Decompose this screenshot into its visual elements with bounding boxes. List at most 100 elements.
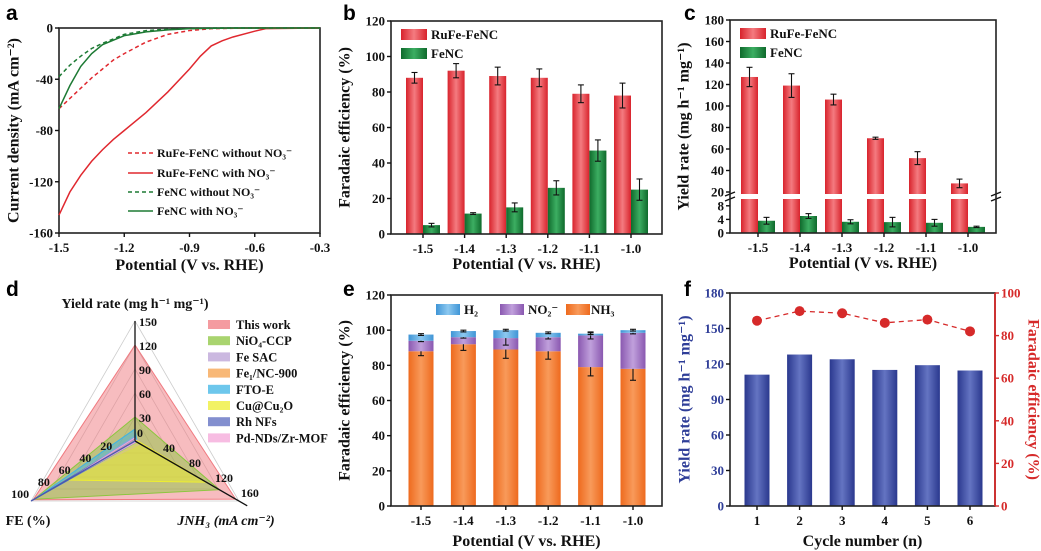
- radar-tick-label: 40: [79, 451, 91, 465]
- stacked-segment-1: [578, 335, 604, 368]
- yield-bar: [744, 374, 770, 506]
- y-axis-title: Faradaic efficiency (%): [337, 47, 354, 208]
- x-tick-label: -1.1: [916, 240, 937, 255]
- x-tick-label: -1.2: [538, 513, 559, 528]
- bar-fenc: [926, 222, 943, 233]
- yield-bar: [872, 369, 898, 506]
- bar-fenc: [758, 220, 775, 233]
- x-tick-label: -0.3: [310, 240, 331, 255]
- fe-dashed-line: [756, 310, 971, 332]
- legend-swatch: [208, 336, 230, 346]
- fe-point: [837, 308, 848, 319]
- bar-fenc: [800, 216, 817, 233]
- legend-label: Rh NFs: [236, 415, 277, 429]
- panel-label-e: e: [343, 278, 355, 301]
- legend-label: Cu@Cu₂O: [236, 399, 293, 413]
- legend-swatch: [401, 48, 427, 59]
- y-tick-label: 120: [705, 357, 725, 372]
- y-tick-label: 180: [705, 286, 725, 301]
- x-tick-label: -1.5: [49, 240, 70, 255]
- stacked-segment-0: [620, 368, 646, 506]
- y-tick-label: -80: [36, 123, 53, 138]
- bar-rufe-fenc: [447, 70, 465, 234]
- bar-rufe-fenc: [572, 93, 590, 235]
- yield-bar: [829, 359, 855, 506]
- y2-tick-label: 100: [1001, 286, 1021, 301]
- y2-tick-label: 60: [1001, 371, 1014, 386]
- radar-tick-label: 80: [38, 475, 50, 489]
- x-tick-label: -1.0: [958, 240, 979, 255]
- bar-fenc: [464, 213, 482, 234]
- legend-swatch: [436, 304, 460, 315]
- stacked-segment-1: [450, 337, 476, 345]
- y-tick-label: 4: [718, 212, 725, 227]
- series-line: [58, 27, 320, 78]
- x-tick-label: -1.3: [832, 240, 853, 255]
- x-tick-label: 5: [924, 513, 931, 528]
- x-tick-label: -1.0: [621, 241, 642, 256]
- x-axis-title: Cycle number (n): [803, 533, 923, 550]
- x-tick-label: -1.4: [454, 241, 475, 256]
- x-axis-title: Potential (V vs. RHE): [452, 256, 600, 273]
- x-tick-label: -1.1: [579, 241, 600, 256]
- bar-rufe-fenc: [489, 76, 507, 235]
- bar-rufe-fenc: [741, 76, 758, 233]
- y-tick-label: 80: [711, 120, 724, 135]
- legend-label: Pd-NDs/Zr-MOF: [236, 431, 328, 445]
- x-tick-label: 1: [754, 513, 761, 528]
- x-tick-label: -1.2: [538, 241, 559, 256]
- bar-rufe-fenc: [867, 138, 884, 233]
- legend-label: RuFe-FeNC: [431, 27, 498, 42]
- legend-label: RuFe-FeNC without NO₃⁻: [157, 146, 292, 160]
- y-tick-label: 180: [705, 13, 725, 28]
- stacked-segment-2: [450, 331, 476, 338]
- legend-swatch: [500, 304, 524, 315]
- stacked-segment-0: [450, 344, 476, 506]
- radar-tick-label: 160: [241, 486, 259, 500]
- x-tick-label: -0.6: [244, 240, 265, 255]
- x-tick-label: -1.0: [623, 513, 644, 528]
- panel-label-f: f: [684, 278, 692, 301]
- legend-swatch: [566, 304, 590, 315]
- x-tick-label: -1.2: [114, 240, 135, 255]
- y-tick-label: 60: [372, 393, 385, 408]
- x-tick-label: -1.3: [496, 513, 517, 528]
- legend-swatch: [208, 384, 230, 394]
- y-axis-title: Current density (mA cm⁻²): [6, 38, 23, 223]
- legend-swatch: [208, 352, 230, 362]
- legend-swatch: [208, 433, 230, 443]
- plot-frame: [729, 19, 997, 234]
- bar-fenc: [842, 221, 859, 233]
- stacked-segment-0: [493, 349, 519, 506]
- legend-label: FeNC with NO₃⁻: [157, 204, 244, 218]
- bar-fenc: [423, 225, 440, 234]
- bar-fenc: [631, 189, 648, 234]
- x-tick-label: 2: [796, 513, 803, 528]
- yield-bar: [914, 365, 940, 506]
- radar-tick-label: 120: [215, 471, 233, 485]
- radar-axis-title: FE (%): [6, 514, 51, 529]
- radar-tick-label: 150: [139, 315, 157, 329]
- y-tick-label: 20: [711, 185, 724, 200]
- fe-point: [879, 317, 890, 328]
- bar-rufe-fenc: [951, 183, 968, 233]
- panel-a-current-density-chart: 0 -40 -80 -120 -160-1.5 -1.2 -0.9 -0.6 -0.3 Poten…: [6, 21, 331, 275]
- radar-tick-label: 0: [137, 426, 143, 440]
- x-axis-title: Potential (V vs. RHE): [115, 257, 263, 274]
- bar-rufe-fenc: [530, 77, 548, 234]
- panel-f-cycle-stability-chart: 0 30 60 90 120 150 180 1 2 3 4 5 6 Cycle number (n) Yi…: [677, 286, 1041, 551]
- y-tick-label: 40: [711, 163, 724, 178]
- legend-swatch: [208, 320, 230, 329]
- y-tick-label: 90: [711, 392, 724, 407]
- y-tick-label: 40: [372, 428, 385, 443]
- bar-rufe-fenc: [825, 99, 842, 233]
- x-axis-title: Potential (V vs. RHE): [789, 255, 937, 272]
- y-tick-label: 60: [711, 428, 724, 443]
- legend-swatch: [208, 417, 230, 427]
- y-tick-label: -120: [29, 174, 53, 189]
- legend-swatch: [401, 29, 427, 40]
- bar-fenc: [547, 187, 565, 234]
- y-tick-label: 120: [705, 77, 725, 92]
